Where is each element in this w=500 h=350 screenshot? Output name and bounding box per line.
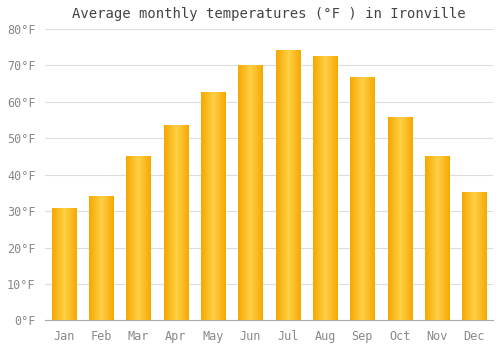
Title: Average monthly temperatures (°F ) in Ironville: Average monthly temperatures (°F ) in Ir… [72,7,466,21]
